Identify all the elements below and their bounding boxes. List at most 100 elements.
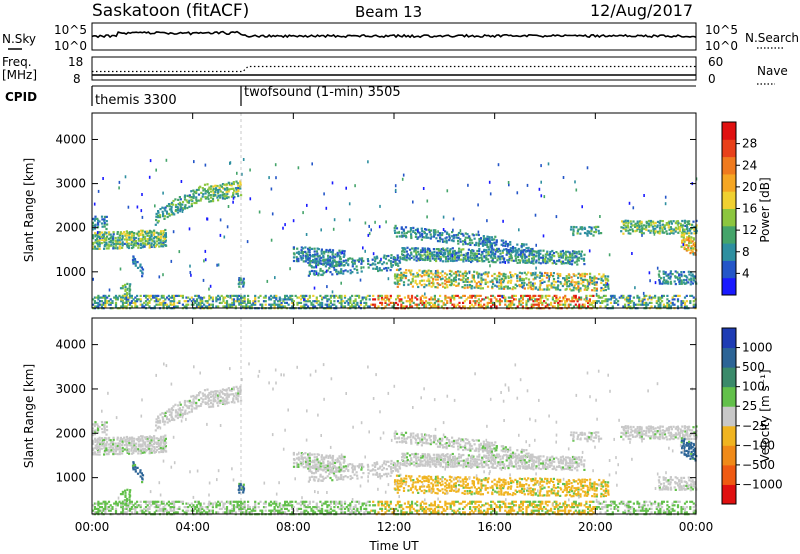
heatmap-cell <box>349 296 352 299</box>
heatmap-cell <box>242 483 245 486</box>
freq-tick-right-bottom: 0 <box>708 72 716 86</box>
heatmap-cell <box>103 436 106 440</box>
heatmap-cell <box>448 280 451 283</box>
heatmap-cell <box>511 247 515 250</box>
heatmap-cell <box>571 298 574 301</box>
heatmap-cell <box>572 228 575 231</box>
heatmap-cell <box>325 269 328 273</box>
heatmap-cell <box>433 294 436 297</box>
heatmap-cell <box>208 200 211 203</box>
heatmap-cell <box>242 489 245 492</box>
heatmap-cell <box>223 398 226 401</box>
heatmap-cell <box>504 242 507 245</box>
heatmap-cell <box>369 469 372 472</box>
heatmap-cell <box>311 266 314 269</box>
heatmap-cell <box>463 305 466 308</box>
heatmap-cell <box>387 465 390 468</box>
heatmap-cell <box>475 282 478 285</box>
heatmap-cell <box>141 477 144 480</box>
heatmap-cell <box>349 475 352 478</box>
heatmap-cell <box>428 279 431 282</box>
heatmap-cell <box>423 230 426 233</box>
heatmap-cell <box>155 243 159 246</box>
heatmap-cell <box>339 461 342 464</box>
heatmap-cell <box>96 427 100 430</box>
heatmap-cell <box>569 262 572 265</box>
heatmap-cell <box>541 288 544 291</box>
heatmap-cell <box>239 390 242 393</box>
heatmap-cell <box>421 235 424 239</box>
heatmap-cell <box>483 298 486 301</box>
heatmap-cell <box>537 261 540 264</box>
heatmap-cell <box>639 300 643 303</box>
heatmap-cell <box>374 473 377 476</box>
heatmap-cell <box>579 275 582 278</box>
heatmap-cell <box>303 305 306 308</box>
heatmap-cell <box>235 190 238 194</box>
heatmap-cell <box>103 445 106 448</box>
heatmap-cell <box>132 301 135 304</box>
heatmap-cell <box>96 423 99 426</box>
heatmap-cell <box>395 268 399 271</box>
heatmap-cell <box>169 301 172 304</box>
heatmap-cell <box>119 493 123 496</box>
heatmap-cell <box>666 305 669 308</box>
heatmap-cell <box>176 211 179 214</box>
heatmap-cell <box>109 240 112 243</box>
heatmap-cell <box>499 252 502 255</box>
heatmap-cell <box>593 226 596 229</box>
heatmap-cell <box>423 271 426 274</box>
heatmap-cell <box>228 389 231 392</box>
heatmap-cell <box>437 274 440 277</box>
heatmap-cell <box>618 296 621 299</box>
nsky-tick-left-bottom: 10^0 <box>54 39 87 53</box>
heatmap-cell <box>421 477 424 480</box>
heatmap-cell <box>170 411 173 414</box>
heatmap-cell <box>583 263 586 266</box>
heatmap-cell <box>483 248 486 251</box>
heatmap-cell <box>604 277 607 280</box>
heatmap-cell <box>273 303 276 306</box>
heatmap-cell <box>333 461 337 465</box>
heatmap-cell <box>683 303 687 306</box>
heatmap-cell <box>170 413 173 416</box>
heatmap-cell <box>247 301 250 304</box>
heatmap-cell <box>571 296 574 299</box>
heatmap-cell <box>139 265 142 268</box>
heatmap-cell <box>599 305 602 308</box>
heatmap-cell <box>459 258 462 261</box>
heatmap-cell <box>439 259 442 262</box>
heatmap-cell <box>160 233 163 236</box>
heatmap-cell <box>543 258 547 261</box>
heatmap-cell <box>119 502 122 505</box>
heatmap-cell <box>399 463 402 466</box>
heatmap-cell <box>313 459 317 462</box>
heatmap-cell <box>160 294 163 297</box>
heatmap-cell <box>132 260 135 263</box>
heatmap-cell <box>171 294 174 297</box>
heatmap-cell <box>627 303 630 306</box>
heatmap-cell <box>199 185 202 188</box>
heatmap-cell <box>469 305 472 308</box>
heatmap-cell <box>314 257 317 261</box>
heatmap-cell <box>236 300 239 303</box>
heatmap-cell <box>560 262 563 265</box>
heatmap-cell <box>454 278 457 282</box>
heatmap-cell <box>396 491 399 494</box>
heatmap-cell <box>183 305 186 308</box>
heatmap-cell <box>462 260 465 263</box>
heatmap-cell <box>575 260 578 263</box>
heatmap-cell <box>118 186 120 190</box>
heatmap-cell <box>486 272 489 275</box>
heatmap-cell <box>208 298 211 301</box>
heatmap-cell <box>102 235 105 238</box>
heatmap-cell <box>474 301 477 304</box>
heatmap-cell <box>254 301 257 304</box>
heatmap-cell <box>451 231 454 234</box>
heatmap-cell <box>112 438 115 441</box>
heatmap-cell <box>160 448 163 451</box>
heatmap-cell <box>142 449 145 453</box>
heatmap-cell <box>336 296 340 299</box>
heatmap-cell <box>462 248 465 251</box>
heatmap-cell <box>148 237 151 240</box>
